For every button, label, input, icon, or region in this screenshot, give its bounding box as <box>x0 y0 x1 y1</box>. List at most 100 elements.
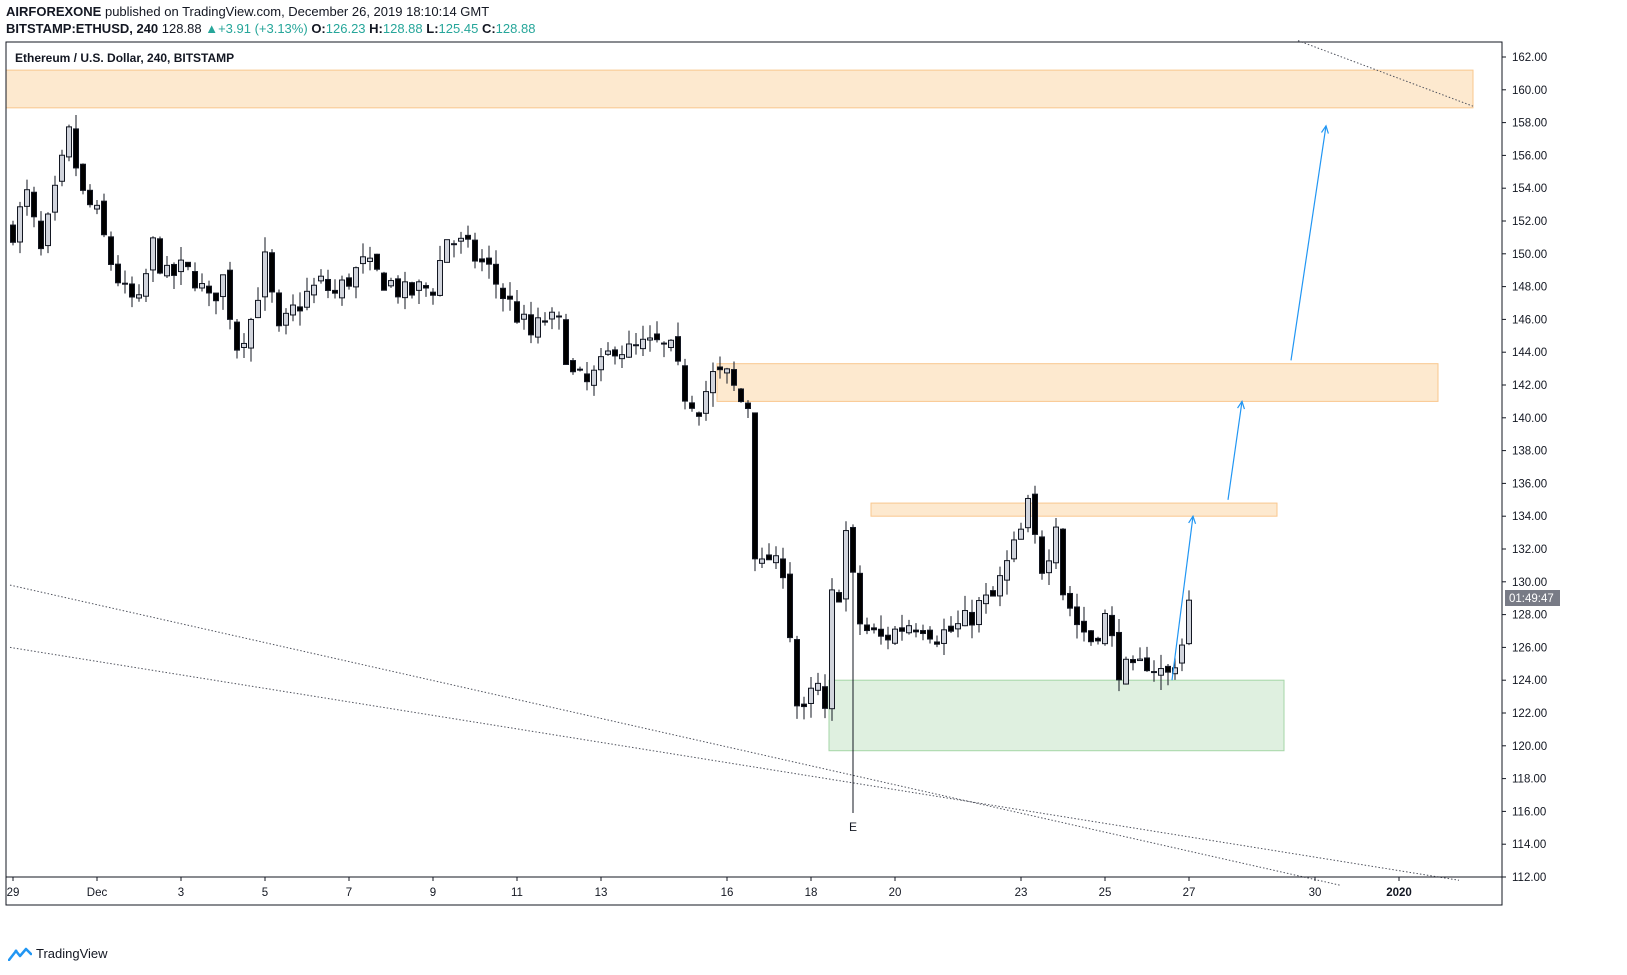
price-tick-label: 112.00 <box>1512 872 1546 884</box>
price-tick-label: 114.00 <box>1512 839 1546 851</box>
candle-body <box>367 257 373 262</box>
time-tick-label: 5 <box>262 887 268 899</box>
candle-body <box>920 630 926 635</box>
candle <box>339 275 345 306</box>
candle-body <box>1060 528 1066 596</box>
candle <box>136 284 142 302</box>
candle-body <box>1186 599 1192 645</box>
candle <box>717 356 723 379</box>
candle <box>269 249 275 303</box>
candle-body <box>1046 560 1052 574</box>
candle <box>129 276 135 308</box>
candle-body <box>115 263 121 284</box>
author-name[interactable]: AIRFOREXONE <box>6 4 102 19</box>
candle <box>1165 664 1171 686</box>
candle <box>752 412 758 572</box>
candle <box>220 274 226 310</box>
candle-body <box>1116 631 1122 681</box>
candle <box>1060 528 1066 601</box>
candle <box>17 201 23 254</box>
trendline-layer <box>9 40 1474 886</box>
candle <box>612 346 618 365</box>
candle <box>948 616 954 633</box>
candle <box>38 211 44 256</box>
candle <box>255 287 261 319</box>
candle <box>647 325 653 352</box>
candle <box>59 149 65 187</box>
candle-body <box>633 344 639 347</box>
candle-body <box>87 189 93 206</box>
candle <box>1116 619 1122 692</box>
time-tick-label: 29 <box>7 887 20 899</box>
candle <box>766 543 772 561</box>
candle <box>388 277 394 288</box>
candle-body <box>584 373 590 383</box>
candle-body <box>451 243 457 246</box>
candle <box>500 283 506 312</box>
candle <box>1095 636 1101 645</box>
time-tick-label: 25 <box>1099 887 1112 899</box>
time-tick-label: 13 <box>595 887 608 899</box>
candle <box>262 237 268 311</box>
candle-body <box>45 213 51 247</box>
candle <box>1039 530 1045 580</box>
candle-body <box>1109 614 1115 637</box>
brand-footer[interactable]: TradingView <box>8 946 108 961</box>
price-axis[interactable]: 162.00 160.00 158.00 156.00 154.00 152.00 150.… <box>1502 52 1547 884</box>
candle <box>1186 590 1192 646</box>
countdown-badge: 01:49:47 <box>1505 590 1560 606</box>
candle <box>514 289 520 324</box>
candle-body <box>955 623 961 630</box>
candle-body <box>269 252 275 293</box>
candle <box>640 325 646 357</box>
candle-body <box>206 285 212 294</box>
candle <box>1088 629 1094 646</box>
candle <box>1081 606 1087 642</box>
candle <box>1151 660 1157 682</box>
candle <box>1011 531 1017 563</box>
candle <box>80 163 86 195</box>
candle-body <box>360 256 366 265</box>
tradingview-logo-icon <box>8 947 32 961</box>
candle <box>822 674 828 719</box>
candle-body <box>675 336 681 362</box>
candle-body <box>836 592 842 603</box>
projection-arrow <box>1290 124 1329 361</box>
candle <box>24 179 30 216</box>
candle-body <box>598 356 604 371</box>
candle-body <box>1137 658 1143 662</box>
price-tick-label: 144.00 <box>1512 347 1547 359</box>
price-tick-label: 152.00 <box>1512 216 1547 228</box>
candle-body <box>906 625 912 634</box>
candle <box>787 562 793 643</box>
candle <box>584 361 590 391</box>
candle <box>528 301 534 344</box>
open-label: O: <box>311 21 326 36</box>
candle <box>157 236 163 275</box>
candle-body <box>143 273 149 297</box>
candle-layer <box>10 115 1192 814</box>
candle <box>45 212 51 254</box>
candle-body <box>122 282 128 285</box>
time-tick-label: 11 <box>511 887 523 899</box>
candle <box>122 270 128 294</box>
candle <box>304 277 310 311</box>
candle <box>192 262 198 292</box>
time-tick-label: 30 <box>1309 887 1322 899</box>
candle <box>101 193 107 238</box>
candle-body <box>794 639 800 707</box>
candle-body <box>423 285 429 289</box>
candle-body <box>164 264 170 277</box>
time-axis[interactable]: 29 Dec 3 5 7 9 11 13 16 18 20 23 25 27 30 2020 <box>7 877 1412 899</box>
candle <box>570 357 576 375</box>
candle <box>87 184 93 208</box>
candle-body <box>381 272 387 291</box>
candle-body <box>311 284 317 296</box>
candle <box>934 635 940 648</box>
candle-body <box>101 200 107 236</box>
candle-body <box>416 281 422 291</box>
candle <box>31 186 37 228</box>
candle-body <box>1151 671 1157 674</box>
candle <box>906 619 912 635</box>
